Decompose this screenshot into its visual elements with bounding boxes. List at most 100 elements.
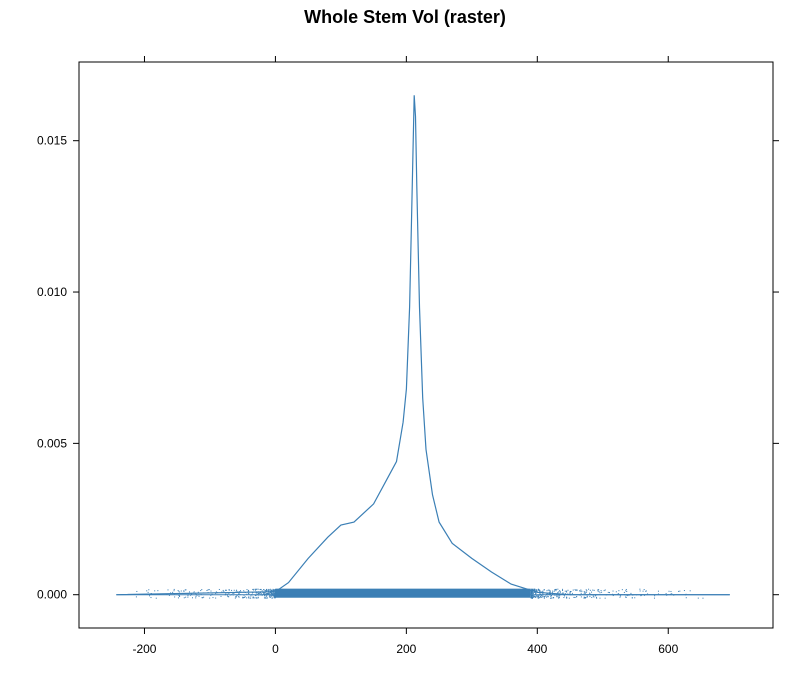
rug-point xyxy=(259,589,261,591)
rug-point xyxy=(255,597,257,599)
rug-point xyxy=(689,590,691,592)
rug-point xyxy=(268,590,270,592)
rug-point xyxy=(549,593,551,595)
rug-point xyxy=(559,591,561,593)
rug-point xyxy=(625,590,627,592)
rug-point xyxy=(589,589,591,591)
rug-point xyxy=(532,596,534,598)
rug-point xyxy=(546,590,548,592)
rug-point xyxy=(604,589,606,591)
rug-point xyxy=(618,590,620,592)
rug-point xyxy=(187,595,189,597)
rug-point xyxy=(252,588,254,590)
rug-point xyxy=(135,596,137,598)
rug-point xyxy=(240,590,242,592)
rug-point xyxy=(184,589,186,591)
rug-point xyxy=(148,589,150,591)
y-tick-label: 0.010 xyxy=(37,285,67,299)
rug-point xyxy=(254,594,256,596)
rug-point xyxy=(275,596,277,598)
rug-point xyxy=(196,594,198,596)
rug-point xyxy=(271,593,273,595)
rug-point xyxy=(555,588,557,590)
rug-point xyxy=(626,595,628,597)
rug-point xyxy=(223,590,225,592)
rug-point xyxy=(257,588,259,590)
rug-point xyxy=(621,589,623,591)
rug-point xyxy=(246,589,248,591)
rug-point xyxy=(243,594,245,596)
rug-point xyxy=(275,593,277,595)
rug-point xyxy=(228,596,230,598)
rug-point xyxy=(263,592,265,594)
rug-point xyxy=(552,590,554,592)
rug-point xyxy=(215,593,217,595)
rug-point xyxy=(562,588,564,590)
rug-point xyxy=(685,597,687,599)
rug-point xyxy=(549,590,551,592)
rug-point xyxy=(179,596,181,598)
rug-point xyxy=(274,597,276,599)
rug-point xyxy=(202,597,204,599)
rug-point xyxy=(255,589,257,591)
rug-point xyxy=(547,589,549,591)
rug-point xyxy=(643,594,645,596)
rug-point xyxy=(536,589,538,591)
rug-point xyxy=(584,592,586,594)
rug-point xyxy=(599,592,601,594)
rug-point xyxy=(583,596,585,598)
rug-point xyxy=(585,589,587,591)
rug-point xyxy=(597,590,599,592)
rug-point xyxy=(228,592,230,594)
rug-point xyxy=(538,595,540,597)
rug-point xyxy=(572,589,574,591)
rug-point xyxy=(532,594,534,596)
rug-point xyxy=(537,597,539,599)
rug-point xyxy=(274,593,276,595)
rug-point xyxy=(535,595,537,597)
rug-point xyxy=(539,592,541,594)
rug-point xyxy=(187,596,189,598)
rug-point xyxy=(233,592,235,594)
rug-point xyxy=(566,590,568,592)
rug-point xyxy=(263,592,265,594)
rug-point xyxy=(272,592,274,594)
rug-point xyxy=(533,591,535,593)
rug-point xyxy=(268,589,270,591)
rug-point xyxy=(563,597,565,599)
rug-point xyxy=(542,591,544,593)
rug-point xyxy=(540,594,542,596)
rug-point xyxy=(220,595,222,597)
rug-point xyxy=(591,591,593,593)
rug-point xyxy=(273,595,275,597)
rug-point xyxy=(215,597,217,599)
rug-point xyxy=(174,596,176,598)
rug-point xyxy=(256,593,258,595)
rug-point xyxy=(274,596,276,598)
rug-point xyxy=(549,591,551,593)
rug-point xyxy=(173,588,175,590)
plot-frame xyxy=(78,61,774,629)
rug-point xyxy=(264,593,266,595)
x-tick-label: 600 xyxy=(658,642,678,656)
rug-point xyxy=(532,591,534,593)
rug-point xyxy=(568,597,570,599)
rug-point xyxy=(266,593,268,595)
rug-point xyxy=(271,597,273,599)
rug-point xyxy=(567,589,569,591)
rug-point xyxy=(583,593,585,595)
rug-point xyxy=(580,592,582,594)
rug-point xyxy=(559,590,561,592)
rug-point xyxy=(246,597,248,599)
rug-point xyxy=(612,590,614,592)
rug-point xyxy=(562,592,564,594)
rug-point xyxy=(255,588,257,590)
rug-point xyxy=(539,597,541,599)
rug-point xyxy=(532,589,534,591)
rug-point xyxy=(596,597,598,599)
rug-point xyxy=(250,597,252,599)
rug-point xyxy=(261,594,263,596)
rug-point xyxy=(562,590,564,592)
rug-point xyxy=(555,590,557,592)
rug-point xyxy=(236,595,238,597)
